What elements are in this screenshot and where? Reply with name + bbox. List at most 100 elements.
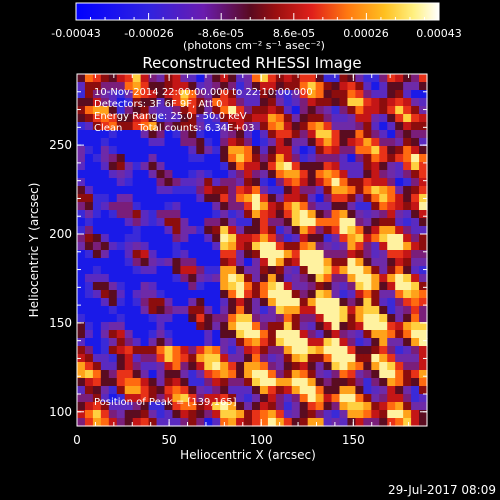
heatmap-cell [156, 314, 166, 323]
heatmap-cell [371, 194, 380, 203]
heatmap-cell [236, 234, 245, 243]
heatmap-cell [291, 410, 301, 419]
heatmap-cell [92, 322, 102, 331]
heatmap-cell [291, 210, 301, 219]
heatmap-cell [331, 274, 341, 283]
heatmap-cell [196, 354, 205, 363]
heatmap-cell [180, 386, 189, 395]
heatmap-cell [124, 138, 134, 147]
info-time-range: 10-Nov-2014 22:00:00.000 to 22:10:00.000 [94, 87, 313, 98]
heatmap-cell [77, 130, 86, 139]
heatmap-cell [196, 218, 205, 227]
heatmap-cell [180, 138, 189, 147]
heatmap-cell [132, 330, 142, 339]
heatmap-cell [156, 322, 166, 331]
heatmap-cell [307, 170, 317, 179]
heatmap-cell [108, 354, 118, 363]
heatmap-cell [347, 122, 356, 131]
heatmap-cell [188, 282, 197, 291]
heatmap-cell [156, 362, 166, 371]
heatmap-cell [77, 242, 86, 251]
heatmap-cell [275, 362, 285, 371]
heatmap-cell [180, 250, 189, 259]
heatmap-cell [299, 298, 309, 307]
heatmap-cell [188, 362, 197, 371]
heatmap-cell [244, 322, 253, 331]
heatmap-cell [387, 162, 396, 171]
heatmap-cell [244, 274, 253, 283]
heatmap-cell [172, 394, 181, 403]
heatmap-cell [331, 386, 341, 395]
heatmap-cell [283, 346, 293, 355]
heatmap-cell [77, 346, 86, 355]
heatmap-cell [180, 282, 189, 291]
heatmap-cell [355, 290, 364, 299]
heatmap-cell [259, 362, 269, 371]
heatmap-cell [204, 402, 213, 411]
heatmap-cell [108, 370, 118, 379]
heatmap-cell [387, 258, 396, 267]
heatmap-cell [180, 322, 189, 331]
heatmap-cell [108, 106, 118, 115]
heatmap-cell [419, 322, 428, 331]
heatmap-cell [84, 322, 94, 331]
heatmap-cell [228, 290, 237, 299]
heatmap-cell [291, 74, 301, 83]
heatmap-cell [212, 186, 221, 195]
heatmap-cell [299, 306, 309, 315]
heatmap-cell [395, 306, 404, 315]
heatmap-cell [212, 386, 221, 395]
heatmap-cell [419, 82, 428, 91]
heatmap-cell [307, 282, 317, 291]
heatmap-cell [339, 402, 349, 411]
heatmap-cell [395, 250, 404, 259]
heatmap-cell [315, 378, 325, 387]
heatmap-cell [148, 402, 158, 411]
heatmap-cell [84, 370, 94, 379]
heatmap-cell [299, 274, 309, 283]
heatmap-cell [379, 282, 388, 291]
info-detectors: Detectors: 3F 6F 9F, Att 0 [94, 99, 223, 110]
heatmap-cell [196, 362, 205, 371]
heatmap-cell [387, 402, 396, 411]
heatmap-cell [355, 98, 364, 107]
heatmap-cell [403, 298, 412, 307]
heatmap-cell [172, 338, 181, 347]
heatmap-cell [92, 178, 102, 187]
heatmap-cell [220, 98, 229, 107]
heatmap-cell [267, 330, 277, 339]
heatmap-cell [299, 234, 309, 243]
heatmap-cell [387, 298, 396, 307]
heatmap-cell [363, 194, 372, 203]
heatmap-cell [275, 274, 285, 283]
heatmap-cell [196, 290, 205, 299]
heatmap-cell [124, 162, 134, 171]
heatmap-cell [347, 306, 356, 315]
heatmap-cell [411, 362, 420, 371]
heatmap-cell [379, 242, 388, 251]
heatmap-cell [387, 354, 396, 363]
heatmap-cell [403, 74, 412, 83]
heatmap-cell [347, 194, 356, 203]
heatmap-cell [188, 298, 197, 307]
heatmap-cell [267, 394, 277, 403]
heatmap-cell [172, 98, 181, 107]
heatmap-cell [411, 122, 420, 131]
heatmap-cell [156, 194, 166, 203]
heatmap-cell [403, 250, 412, 259]
heatmap-cell [164, 106, 174, 115]
heatmap-cell [275, 202, 285, 211]
heatmap-cell [77, 338, 86, 347]
heatmap-cell [188, 378, 197, 387]
heatmap-cell [172, 402, 181, 411]
heatmap-cell [267, 346, 277, 355]
heatmap-cell [259, 202, 269, 211]
heatmap-cell [164, 402, 174, 411]
heatmap-cell [116, 346, 126, 355]
heatmap-cell [291, 298, 301, 307]
heatmap-cell [419, 226, 428, 235]
heatmap-cell [196, 306, 205, 315]
heatmap-cell [403, 130, 412, 139]
heatmap-cell [204, 266, 213, 275]
heatmap-cell [387, 106, 396, 115]
